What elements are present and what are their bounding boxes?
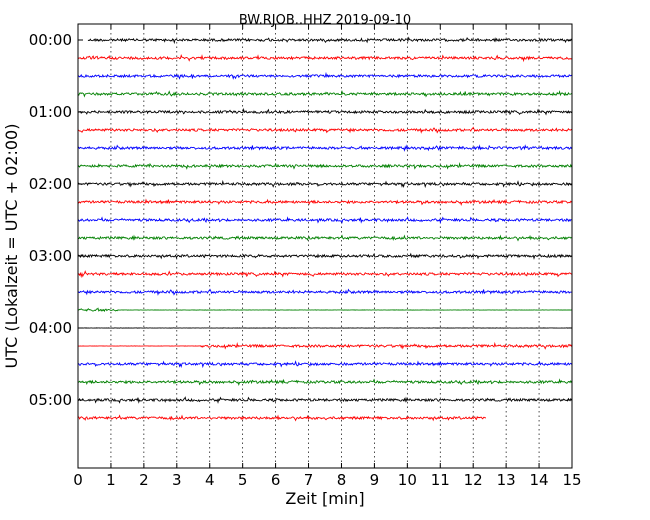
trace-line-6: [77, 144, 572, 152]
trace-line-11: [77, 234, 572, 242]
x-tick-label: 6: [271, 471, 281, 489]
seismic-traces: [77, 36, 573, 422]
x-axis-ticks: 0 1 2 3 4 5 6 7 8 9 10 11 12 13 14 15: [73, 24, 582, 489]
y-axis-ticks: 00:00 01:00 02:00 03:00 04:00 05:00: [29, 31, 572, 409]
trace-line-4: [77, 107, 572, 116]
x-tick-label: 14: [530, 471, 549, 489]
x-tick-label: 4: [205, 471, 215, 489]
x-tick-label: 7: [304, 471, 314, 489]
trace-line-19: [77, 378, 572, 386]
x-tick-label: 15: [562, 471, 581, 489]
trace-line-7: [77, 162, 573, 170]
x-tick-label: 12: [464, 471, 483, 489]
x-tick-label: 1: [106, 471, 116, 489]
trace-line-18: [77, 360, 572, 369]
x-tick-label: 0: [73, 471, 83, 489]
x-tick-label: 10: [398, 471, 417, 489]
x-tick-label: 11: [431, 471, 450, 489]
trace-line-3: [77, 89, 572, 98]
plot-frame: [77, 23, 573, 469]
trace-line-8: [77, 179, 572, 189]
trace-line-1: [77, 53, 572, 63]
y-tick-label: 00:00: [29, 31, 72, 49]
x-tick-label: 5: [238, 471, 248, 489]
trace-line-2: [77, 71, 572, 80]
trace-line-12: [77, 252, 572, 260]
chart-title: BW.RJOB..HHZ 2019-09-10: [239, 13, 411, 28]
trace-line-5: [77, 126, 572, 134]
x-tick-label: 8: [337, 471, 347, 489]
y-tick-label: 04:00: [29, 319, 72, 337]
trace-line-15: [77, 307, 572, 313]
y-tick-label: 03:00: [29, 247, 72, 265]
x-tick-label: 2: [139, 471, 149, 489]
grid-lines: [110, 24, 540, 468]
trace-line-20: [77, 396, 572, 404]
x-tick-label: 13: [497, 471, 516, 489]
trace-line-9: [77, 198, 572, 206]
trace-line-0: [87, 36, 573, 45]
trace-line-14: [77, 288, 572, 296]
trace-line-13: [77, 270, 572, 279]
y-axis-label: UTC (Lokalzeit = UTC + 02:00): [2, 124, 21, 369]
trace-line-21: [77, 414, 487, 422]
x-tick-label: 3: [172, 471, 182, 489]
y-tick-label: 05:00: [29, 391, 72, 409]
x-axis-label: Zeit [min]: [285, 489, 364, 508]
trace-line-10: [77, 216, 572, 224]
y-tick-label: 02:00: [29, 175, 72, 193]
trace-line-17: [77, 341, 573, 350]
x-tick-label: 9: [370, 471, 380, 489]
y-tick-label: 01:00: [29, 103, 72, 121]
